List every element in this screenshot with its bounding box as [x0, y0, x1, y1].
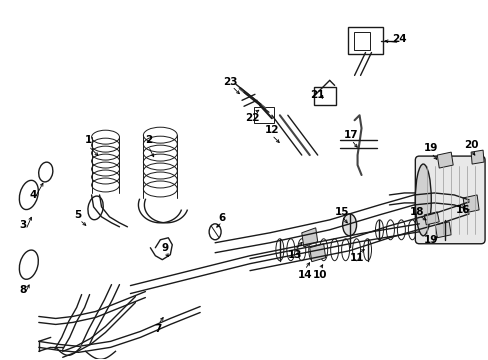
Ellipse shape	[342, 214, 356, 236]
Text: 16: 16	[455, 205, 469, 215]
Text: 12: 12	[264, 125, 279, 135]
Text: 14: 14	[297, 270, 311, 280]
Text: 6: 6	[218, 213, 225, 223]
Polygon shape	[470, 150, 483, 164]
Text: 9: 9	[162, 243, 168, 253]
Text: 2: 2	[144, 135, 152, 145]
Text: 10: 10	[312, 270, 326, 280]
Text: 4: 4	[29, 190, 37, 200]
Text: 24: 24	[391, 33, 406, 44]
Text: 5: 5	[74, 210, 81, 220]
Text: 8: 8	[19, 284, 26, 294]
Text: 19: 19	[423, 143, 438, 153]
Polygon shape	[436, 152, 452, 168]
Text: 11: 11	[349, 253, 364, 263]
Ellipse shape	[414, 164, 430, 236]
Polygon shape	[434, 222, 450, 238]
Text: 13: 13	[287, 250, 302, 260]
Text: 1: 1	[85, 135, 92, 145]
Text: 23: 23	[223, 77, 237, 87]
Text: 22: 22	[244, 113, 259, 123]
Text: 18: 18	[409, 207, 424, 217]
Polygon shape	[462, 195, 478, 213]
Text: 17: 17	[344, 130, 358, 140]
Text: 20: 20	[463, 140, 477, 150]
Polygon shape	[424, 212, 438, 225]
Polygon shape	[309, 244, 325, 262]
Text: 7: 7	[154, 324, 162, 334]
FancyBboxPatch shape	[414, 156, 484, 244]
Text: 3: 3	[19, 220, 26, 230]
Text: 15: 15	[334, 207, 348, 217]
Polygon shape	[301, 228, 317, 247]
Text: 21: 21	[310, 90, 325, 100]
Text: 19: 19	[423, 235, 438, 245]
